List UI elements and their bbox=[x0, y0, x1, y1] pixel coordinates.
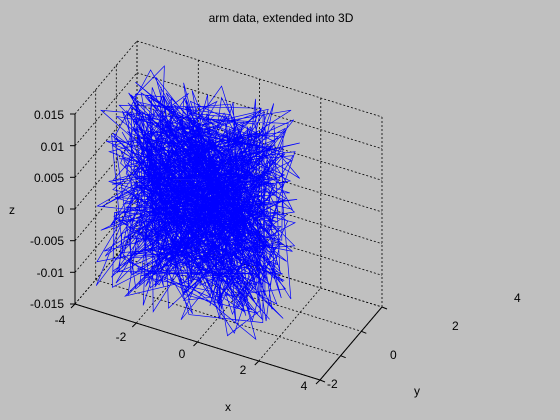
tick-mark bbox=[361, 330, 367, 334]
grid-line bbox=[74, 72, 138, 146]
chart-title: arm data, extended into 3D bbox=[209, 11, 354, 25]
x-tick-label: -4 bbox=[55, 313, 66, 327]
z-tick-label: -0.015 bbox=[30, 297, 64, 311]
data-series bbox=[95, 65, 300, 341]
tick-mark bbox=[319, 379, 326, 383]
grid-line bbox=[74, 230, 138, 305]
tick-mark bbox=[131, 322, 137, 328]
tick-mark bbox=[70, 303, 76, 309]
tick-mark bbox=[381, 306, 388, 310]
y-tick-label: 0 bbox=[390, 348, 397, 362]
tick-marks bbox=[70, 113, 388, 385]
x-tick-label: 0 bbox=[179, 347, 186, 361]
x-axis-label: x bbox=[225, 400, 231, 414]
x-tick-label: 4 bbox=[301, 379, 308, 393]
y-tick-label: 4 bbox=[514, 291, 521, 305]
data-line bbox=[95, 65, 300, 341]
z-tick-label: 0.005 bbox=[34, 171, 64, 185]
grid-line bbox=[116, 254, 362, 332]
tick-mark bbox=[193, 341, 198, 347]
z-tick-label: -0.01 bbox=[37, 266, 65, 280]
axis-line bbox=[319, 306, 383, 381]
x-tick-label: 2 bbox=[240, 363, 247, 377]
tick-mark bbox=[254, 360, 260, 366]
plot-axes bbox=[70, 40, 388, 385]
grid-line bbox=[258, 287, 322, 362]
z-tick-label: 0 bbox=[57, 203, 64, 217]
z-tick-labels: -0.015 -0.01 -0.005 0 0.005 0.01 0.015 bbox=[30, 108, 64, 311]
y-axis-label: y bbox=[414, 384, 420, 398]
x-tick-labels: -4 -2 0 2 4 bbox=[55, 313, 308, 393]
y-tick-label: -2 bbox=[327, 377, 338, 391]
x-tick-label: -2 bbox=[116, 330, 127, 344]
grid-line bbox=[136, 40, 383, 118]
z-tick-label: 0.01 bbox=[41, 140, 65, 154]
grid-line bbox=[74, 40, 138, 115]
z-tick-label: 0.015 bbox=[34, 108, 64, 122]
y-tick-label: 2 bbox=[452, 319, 459, 333]
y-tick-labels: -2 0 2 4 bbox=[327, 291, 521, 391]
tick-mark bbox=[315, 379, 321, 385]
z-tick-label: -0.005 bbox=[30, 234, 64, 248]
tick-mark bbox=[340, 355, 346, 359]
z-axis-label: z bbox=[9, 203, 15, 217]
